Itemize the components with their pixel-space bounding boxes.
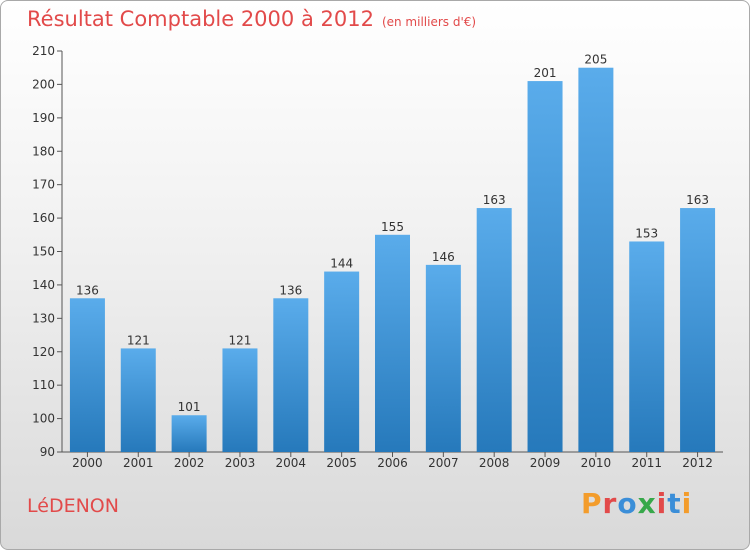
bar — [375, 234, 410, 452]
y-tick-label: 120 — [32, 345, 55, 359]
y-tick-label: 160 — [32, 211, 55, 225]
logo-letter: i — [681, 487, 693, 520]
y-tick-label: 150 — [32, 245, 55, 259]
bar — [69, 298, 105, 452]
x-tick-label: 2002 — [174, 456, 205, 470]
chart-unit: (en milliers d'€) — [381, 15, 477, 29]
data-label: 153 — [635, 226, 658, 240]
y-tick-label: 210 — [32, 44, 55, 58]
data-label: 136 — [76, 283, 99, 297]
y-tick-label: 100 — [32, 412, 55, 426]
chart-title: Résultat Comptable 2000 à 2012 — [27, 7, 374, 31]
chart-axes: 90 100 110 120 130 140 150 160 170 180 190 200 210 20… — [32, 44, 723, 470]
proxiti-logo: Proxiti — [581, 487, 692, 520]
chart-data-labels: 136 121 101 121 136 144 155 146 163 201 205 153 163 — [76, 53, 709, 415]
bar — [680, 208, 716, 452]
logo-letter: o — [617, 487, 638, 520]
bar — [629, 241, 665, 452]
data-label: 163 — [483, 193, 506, 207]
logo-letter: i — [656, 487, 668, 520]
chart-title-block: Résultat Comptable 2000 à 2012 (en millie… — [27, 7, 476, 31]
logo-letter: r — [602, 487, 618, 520]
city-name: LéDENON — [27, 495, 119, 517]
x-tick-label: 2000 — [72, 456, 103, 470]
bar — [425, 264, 461, 452]
data-label: 163 — [686, 193, 709, 207]
data-label: 101 — [178, 400, 201, 414]
x-tick-label: 2011 — [631, 456, 662, 470]
bar — [324, 271, 360, 452]
x-tick-label: 2003 — [225, 456, 256, 470]
data-label: 201 — [534, 66, 557, 80]
data-label: 144 — [330, 257, 353, 271]
bar — [171, 415, 207, 452]
y-tick-label: 110 — [32, 378, 55, 392]
y-tick-label: 180 — [32, 144, 55, 158]
y-tick-label: 90 — [40, 445, 55, 459]
data-label: 121 — [127, 333, 150, 347]
logo-letter: x — [637, 487, 657, 520]
x-tick-label: 2001 — [123, 456, 154, 470]
x-tick-label: 2010 — [581, 456, 612, 470]
y-tick-label: 170 — [32, 178, 55, 192]
x-tick-label: 2005 — [326, 456, 357, 470]
x-tick-label: 2004 — [276, 456, 307, 470]
bar — [476, 208, 512, 452]
y-tick-label: 130 — [32, 311, 55, 325]
bar — [120, 348, 156, 452]
x-tick-label: 2009 — [530, 456, 561, 470]
chart-bars — [69, 67, 716, 452]
y-tick-label: 140 — [32, 278, 55, 292]
bar — [222, 348, 258, 452]
data-label: 155 — [381, 220, 404, 234]
y-tick-label: 190 — [32, 111, 55, 125]
logo-letter: t — [667, 487, 682, 520]
x-tick-label: 2012 — [682, 456, 713, 470]
data-label: 146 — [432, 250, 455, 264]
data-label: 121 — [229, 333, 252, 347]
data-label: 136 — [279, 283, 302, 297]
logo-letter: P — [581, 487, 603, 520]
bar — [273, 298, 309, 452]
x-tick-label: 2006 — [377, 456, 408, 470]
bar — [527, 81, 563, 452]
y-tick-label: 200 — [32, 77, 55, 91]
data-label: 205 — [584, 53, 607, 67]
bar — [578, 67, 614, 452]
x-tick-label: 2007 — [428, 456, 459, 470]
x-tick-label: 2008 — [479, 456, 510, 470]
